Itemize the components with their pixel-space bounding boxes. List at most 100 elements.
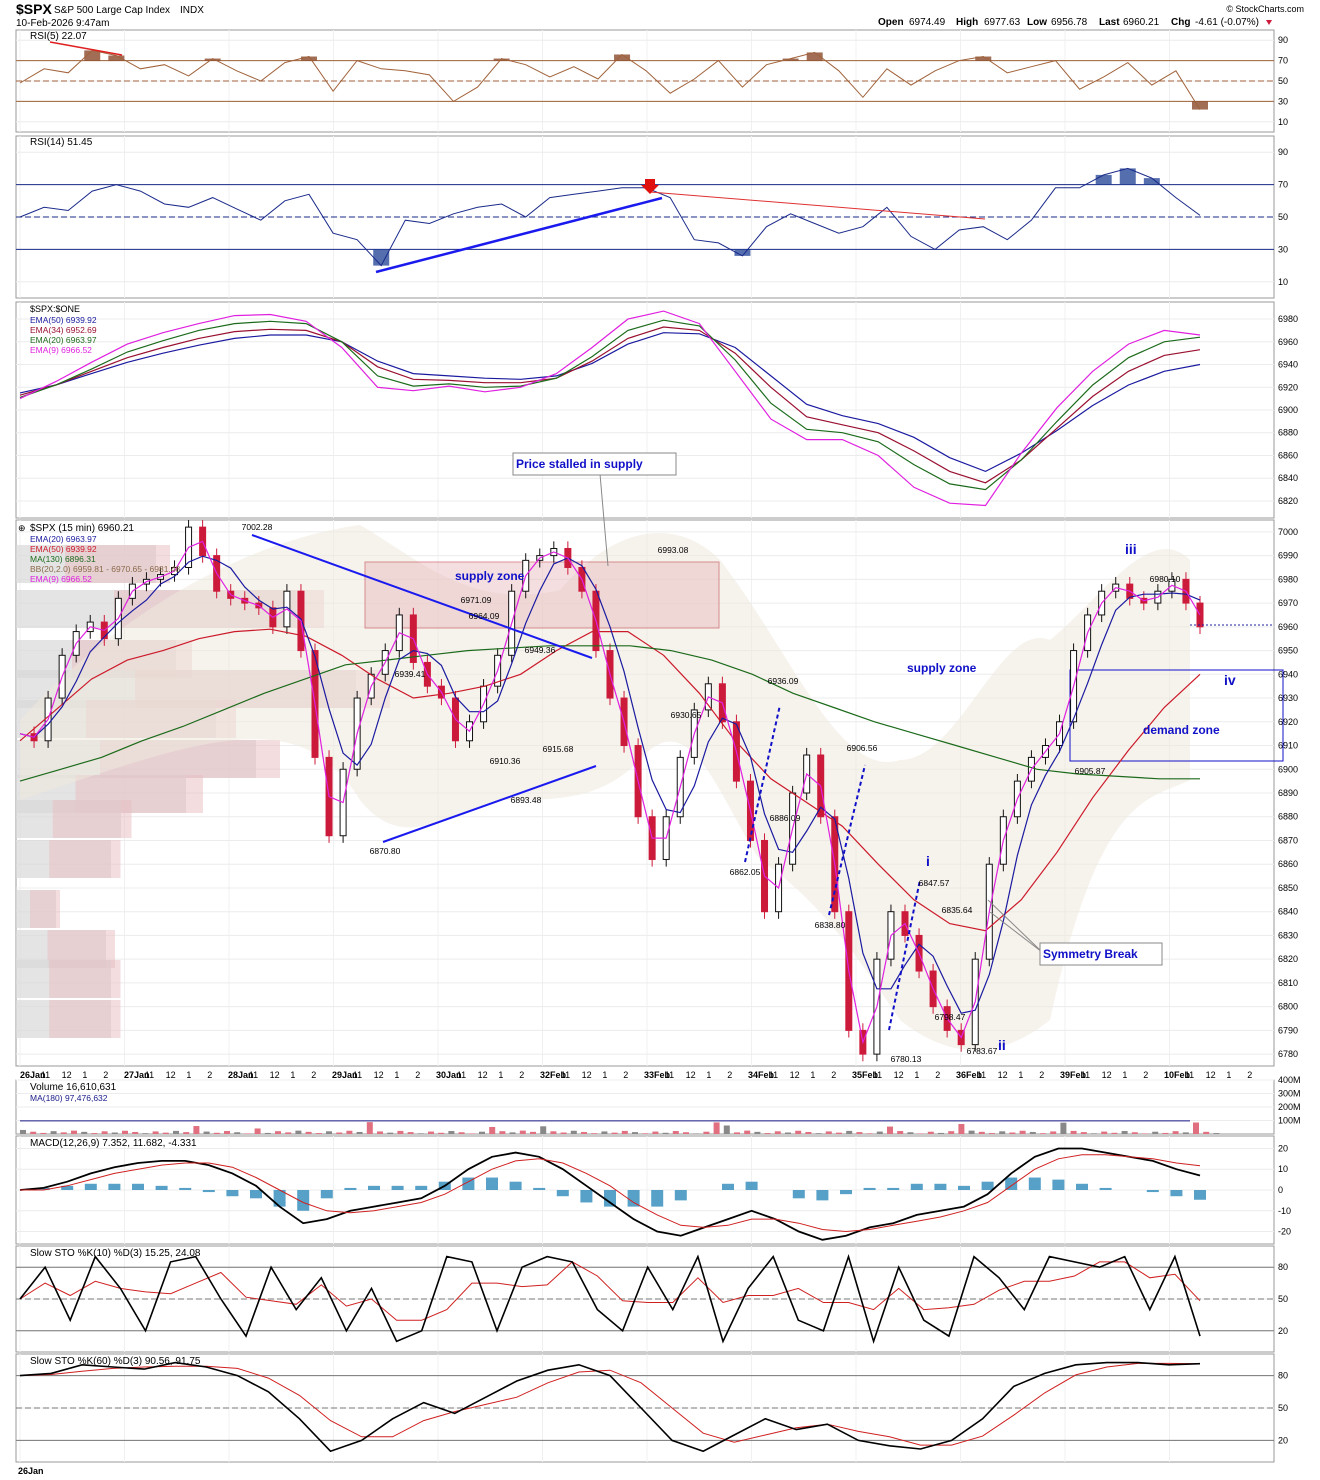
panel-4: 400M 300M 200M 100M Volume 16,610,631MA(180)… [15, 1075, 1301, 1135]
rsi-extreme-fill [373, 249, 390, 266]
x-tick-label: 2 [727, 1070, 732, 1080]
macd-histogram-bar [792, 1190, 805, 1199]
rsi14-divergence-line [649, 191, 986, 220]
x-tick-label: 2 [935, 1070, 940, 1080]
volume-bar [1029, 1131, 1036, 1134]
supply-zone-box [364, 561, 720, 629]
macd-histogram-bar [344, 1187, 357, 1190]
volume-bar [1060, 1122, 1067, 1134]
macd-histogram-bar [863, 1187, 876, 1190]
volume-bar [142, 1133, 149, 1134]
panel-2: 6980 6960 6940 6920 6900 6880 6860 6840 6820 $SPX… [15, 301, 1298, 519]
volume-bar [377, 1131, 383, 1134]
price-label: 6905.87 [1075, 766, 1106, 776]
y-tick-label: 50 [1278, 1294, 1288, 1304]
volume-bar [81, 1131, 88, 1134]
red-down-arrow-icon [641, 179, 659, 194]
x-tick-label: 1 [914, 1070, 919, 1080]
y-tick-label: 10 [1278, 277, 1288, 287]
panel-title: RSI(14) 51.45 [30, 137, 93, 148]
volume-bar [122, 1130, 128, 1134]
volume-bar [570, 1130, 577, 1134]
callout-line [599, 473, 609, 567]
price-label: 6939.41 [395, 669, 426, 679]
volume-bar [1091, 1133, 1097, 1134]
macd-histogram-bar [415, 1185, 428, 1190]
volume-bar [591, 1133, 598, 1134]
volume-bar [519, 1130, 526, 1134]
volume-bar [581, 1131, 587, 1134]
y-tick-label: 6930 [1278, 693, 1298, 703]
y-tick-label: 6990 [1278, 551, 1298, 561]
rsi-extreme-fill [614, 54, 631, 61]
chg-label: Chg [1171, 17, 1190, 28]
y-tick-label: 6960 [1278, 337, 1298, 347]
callout-box [512, 452, 677, 476]
support-trendline [382, 765, 597, 843]
volume-bar [499, 1131, 506, 1134]
volume-bar [387, 1132, 394, 1134]
y-tick-label: 6790 [1278, 1025, 1298, 1035]
volume-bar [234, 1132, 241, 1134]
rsi-line [19, 49, 1201, 110]
price-label: 6936.09 [768, 676, 799, 686]
low-value: 6956.78 [1051, 17, 1088, 28]
high-value: 6977.63 [984, 17, 1021, 28]
price-label: 6835.64 [942, 905, 973, 915]
volume-bar [621, 1130, 628, 1134]
source: © StockCharts.com [1226, 4, 1304, 14]
volume-bar [509, 1132, 516, 1134]
panel-3: 7000 6990 6980 6970 6960 6950 6940 6930 6920 6910… [15, 452, 1298, 1080]
x-tick-label: 35Feb [852, 1070, 879, 1080]
volume-bar [805, 1131, 812, 1134]
volume-bar [927, 1131, 934, 1134]
volume-bar [1080, 1132, 1087, 1134]
macd-histogram-bar [368, 1185, 380, 1190]
down-arrow-icon [1266, 20, 1272, 25]
wave-label: ii [998, 1037, 1006, 1053]
macd-histogram-bar [486, 1177, 498, 1190]
macd-histogram-bar [1099, 1187, 1112, 1190]
volume-bar [1193, 1122, 1199, 1134]
volume-bar [938, 1132, 944, 1134]
price-label: 7002.28 [242, 522, 273, 532]
x-tick-label: 30Jan [436, 1070, 462, 1080]
volume-bar [774, 1131, 781, 1134]
volume-bar [132, 1131, 139, 1134]
volume-by-price-bar [49, 960, 121, 998]
x-tick-label: 11 [41, 1070, 50, 1080]
last-label: Last [1099, 17, 1120, 28]
volume-bar [1182, 1132, 1189, 1134]
panel-title: $SPX (15 min) 6960.21 [30, 523, 134, 534]
x-tick-label: 27Jan [124, 1070, 150, 1080]
volume-bar [203, 1131, 210, 1134]
volume-bar [264, 1132, 271, 1134]
y-tick-label: 70 [1278, 56, 1288, 66]
panel-6: 80 50 20 Slow STO %K(10) %D(3) 15.25, 24.08 [15, 1245, 1288, 1353]
volume-bar [1162, 1132, 1169, 1134]
volume-by-price-bar [49, 1000, 121, 1038]
y-tick-label: 20 [1278, 1143, 1288, 1153]
legend-entry: EMA(50) 6939.92 [30, 544, 97, 554]
price-label: 6780.13 [891, 1054, 922, 1064]
volume-bar [876, 1131, 883, 1134]
x-tick-label: 2 [311, 1070, 316, 1080]
rsi-extreme-fill [975, 56, 992, 61]
volume-bar [1213, 1133, 1220, 1134]
x-tick-label: 11 [977, 1070, 986, 1080]
y-tick-label: 6850 [1278, 883, 1298, 893]
y-tick-label: 6940 [1278, 669, 1298, 679]
x-tick-label: 36Feb [956, 1070, 983, 1080]
x-tick-label: 11 [457, 1070, 466, 1080]
macd-histogram-bar [1052, 1179, 1065, 1190]
x-tick-label: 1 [186, 1070, 191, 1080]
volume-bar [50, 1131, 57, 1134]
price-label: 6980.10 [1150, 574, 1181, 584]
x-tick-label: 12 [270, 1070, 280, 1080]
chg-value: -4.61 (-0.07%) [1195, 17, 1259, 28]
volume-bar [999, 1131, 1006, 1134]
volume-bar [468, 1133, 475, 1134]
y-tick-label: -10 [1278, 1206, 1291, 1216]
open-label: Open [878, 17, 904, 28]
y-tick-label: 50 [1278, 76, 1288, 86]
